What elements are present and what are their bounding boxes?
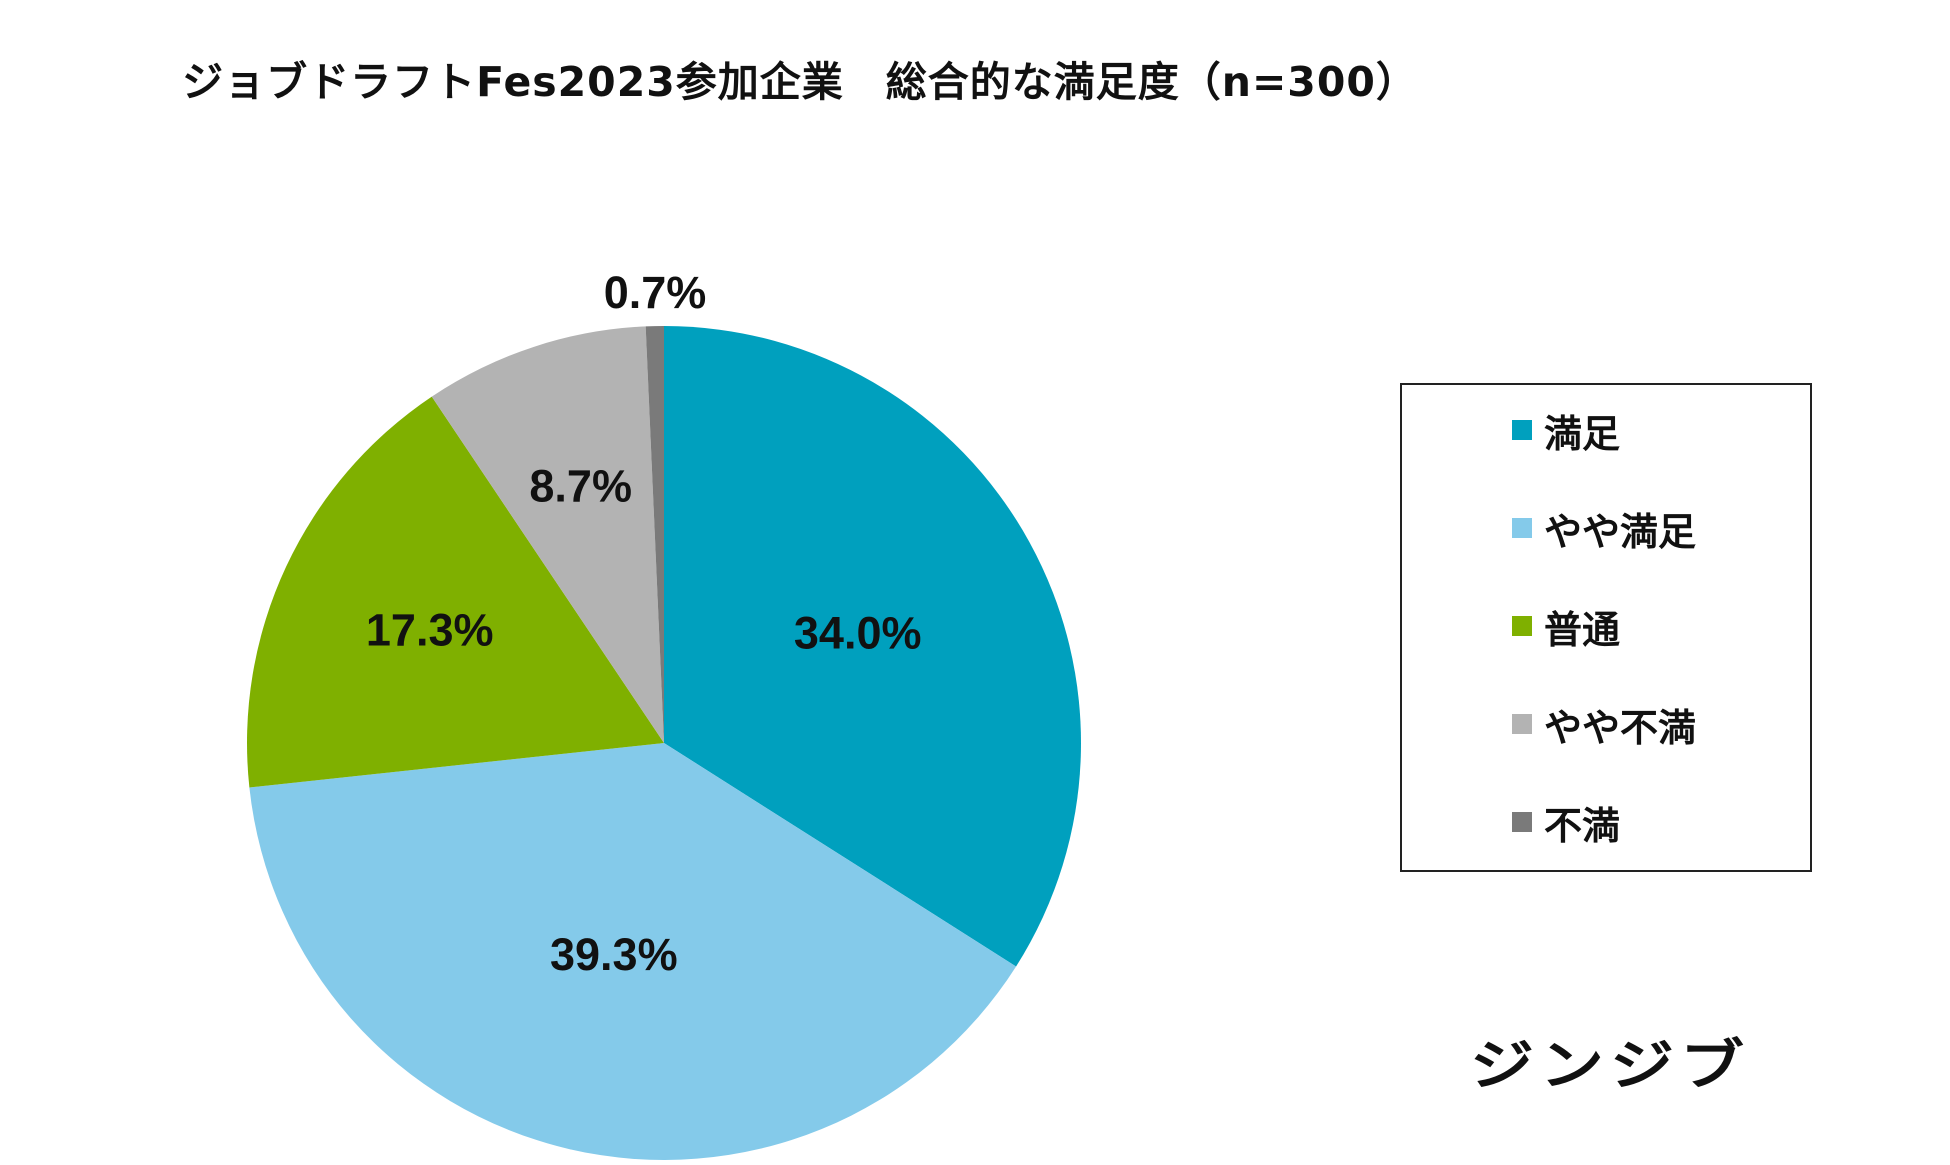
chart-title: ジョブドラフトFes2023参加企業 総合的な満足度（n=300） [182,58,1418,106]
pie-slice-dissatisfied [645,326,664,743]
legend-label-dissatisfied: 不満 [1544,803,1621,848]
legend-item-neutral: 普通 [1512,601,1621,652]
pie-slice-neutral [247,396,664,788]
data-label-neutral: 17.3% [366,605,494,656]
pie-slice-somewhat-satisfied [249,743,1017,1160]
chart-legend: 満足 やや満足 普通 やや不満 不満 [1400,383,1812,872]
legend-label-neutral: 普通 [1544,607,1621,652]
legend-item-somewhat-dissatisfied: やや不満 [1512,699,1697,750]
legend-label-satisfied: 満足 [1544,411,1621,456]
data-label-dissatisfied: 0.7% [604,267,707,318]
data-label-somewhat-dissatisfied: 8.7% [529,460,632,511]
legend-label-somewhat-satisfied: やや満足 [1544,509,1697,554]
legend-swatch-neutral [1512,616,1532,636]
legend-item-satisfied: 満足 [1512,405,1621,456]
legend-swatch-satisfied [1512,420,1532,440]
legend-swatch-somewhat-satisfied [1512,518,1532,538]
data-label-satisfied: 34.0% [794,607,922,658]
legend-swatch-dissatisfied [1512,812,1532,832]
brand-logo: ジンジブ [1470,1034,1750,1098]
legend-item-somewhat-satisfied: やや満足 [1512,503,1697,554]
pie-slice-satisfied [664,326,1081,967]
legend-swatch-somewhat-dissatisfied [1512,714,1532,734]
pie-slice-somewhat-dissatisfied [431,326,664,743]
pie-data-labels: 34.0% 39.3% 17.3% 8.7% 0.7% [366,267,922,980]
data-label-somewhat-satisfied: 39.3% [550,929,678,980]
legend-item-dissatisfied: 不満 [1512,797,1621,848]
legend-label-somewhat-dissatisfied: やや不満 [1544,705,1697,750]
pie-slices [247,326,1081,1160]
